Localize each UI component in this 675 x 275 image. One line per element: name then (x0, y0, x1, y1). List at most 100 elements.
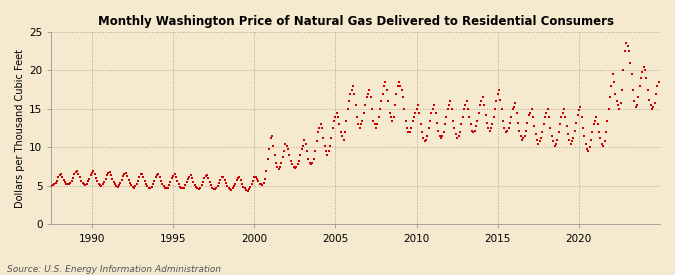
Point (410, 111, 421, 115)
Point (460, 103, 470, 107)
Point (543, 114, 554, 119)
Point (190, 183, 200, 187)
Point (76, 178, 86, 183)
Point (299, 138, 310, 142)
Point (443, 103, 454, 107)
Point (187, 176, 198, 180)
Point (62, 182, 73, 187)
Point (594, 130, 605, 134)
Point (537, 130, 547, 134)
Point (100, 177, 111, 181)
Point (514, 128, 524, 133)
Point (267, 134, 277, 138)
Point (487, 122, 497, 127)
Point (272, 164, 283, 169)
Point (400, 118, 411, 123)
Point (200, 174, 211, 178)
Point (322, 153, 333, 157)
Point (92, 179, 103, 183)
Point (290, 166, 300, 170)
Point (327, 126, 338, 130)
Point (422, 134, 433, 138)
Point (538, 122, 549, 127)
Point (367, 107, 377, 111)
Point (457, 114, 468, 119)
Point (473, 111, 484, 115)
Point (58, 178, 69, 182)
Point (232, 178, 242, 182)
Point (524, 111, 535, 115)
Point (564, 138, 575, 142)
Point (358, 111, 369, 115)
Point (419, 139, 430, 144)
Point (253, 179, 264, 183)
Point (416, 130, 427, 134)
Point (175, 185, 186, 189)
Point (587, 130, 598, 134)
Point (484, 128, 495, 133)
Point (225, 187, 236, 191)
Point (167, 176, 178, 180)
Point (271, 161, 281, 165)
Point (639, 64, 649, 69)
Point (117, 174, 128, 178)
Point (340, 130, 350, 134)
Point (379, 84, 389, 88)
Point (211, 186, 222, 191)
Point (469, 128, 480, 133)
Point (173, 182, 184, 187)
Point (321, 149, 331, 153)
Point (171, 175, 182, 180)
Point (124, 181, 135, 185)
Point (306, 162, 317, 167)
Point (530, 131, 541, 136)
Point (245, 185, 256, 189)
Point (632, 103, 643, 107)
Point (78, 182, 89, 187)
Point (425, 118, 435, 123)
Point (143, 185, 154, 190)
Y-axis label: Dollars per Thousand Cubic Feet: Dollars per Thousand Cubic Feet (15, 49, 25, 208)
Point (470, 124, 481, 128)
Point (593, 122, 603, 127)
Point (104, 170, 115, 174)
Point (281, 144, 292, 148)
Point (380, 80, 391, 84)
Point (549, 144, 560, 148)
Point (371, 126, 381, 130)
Point (168, 174, 179, 178)
Point (620, 49, 630, 53)
Point (381, 87, 392, 92)
Point (558, 111, 568, 115)
Point (647, 107, 657, 111)
Point (356, 122, 367, 127)
Point (296, 147, 307, 151)
Point (88, 169, 99, 174)
Point (113, 183, 124, 187)
Point (554, 130, 564, 134)
Point (275, 164, 286, 169)
Point (221, 181, 232, 185)
Point (350, 103, 361, 107)
Point (572, 113, 583, 117)
Point (233, 176, 244, 180)
Point (54, 173, 65, 177)
Point (454, 130, 465, 134)
Point (385, 114, 396, 119)
Point (169, 172, 180, 177)
Point (86, 171, 97, 175)
Point (475, 103, 485, 107)
Point (628, 87, 639, 92)
Point (570, 128, 580, 133)
Point (240, 186, 250, 191)
Point (394, 80, 404, 84)
Point (84, 177, 95, 181)
Point (365, 95, 376, 100)
Point (608, 72, 618, 76)
Point (383, 99, 394, 103)
Point (163, 185, 173, 190)
Point (265, 136, 276, 141)
Point (242, 188, 253, 193)
Point (157, 182, 167, 186)
Point (153, 172, 163, 177)
